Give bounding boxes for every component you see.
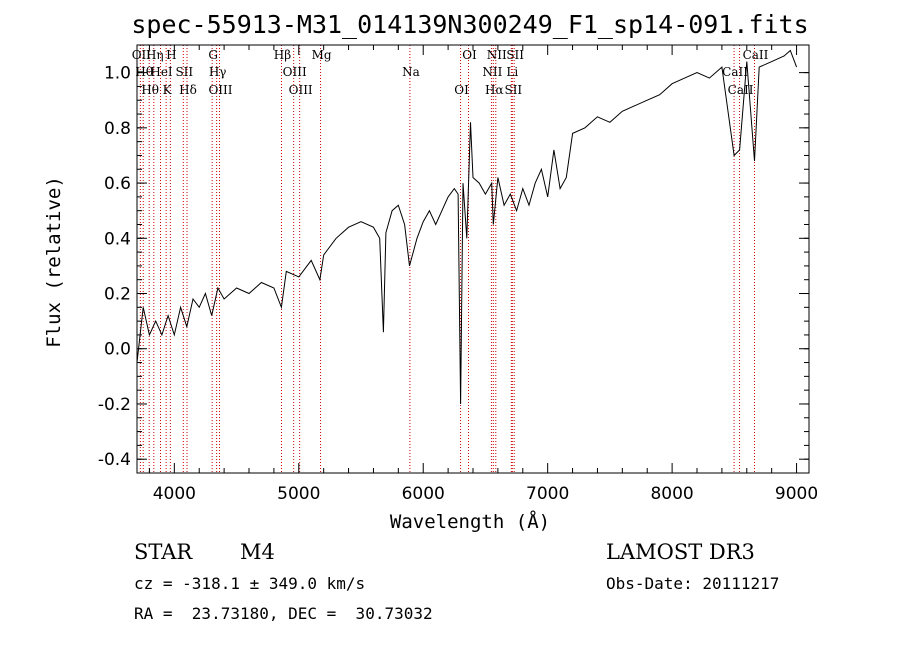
spectral-line-markers bbox=[139, 45, 755, 473]
spectral-line-label: NII bbox=[482, 65, 502, 79]
object-class: STAR bbox=[134, 540, 193, 564]
spectral-line-label: NII bbox=[487, 48, 507, 62]
object-subclass: M4 bbox=[240, 540, 275, 564]
spectral-line-label: K bbox=[163, 83, 173, 97]
y-tick-label: 0.4 bbox=[104, 229, 131, 249]
spectral-line-label: Hθ bbox=[135, 65, 153, 79]
spectral-line-label: CaII bbox=[743, 48, 769, 62]
survey-name: LAMOST DR3 bbox=[606, 540, 755, 564]
spectral-line-label: Li bbox=[506, 65, 518, 79]
y-tick-label: -0.2 bbox=[98, 395, 131, 415]
axis-ticks: 4000 5000 6000 7000 8000 9000 -0.4 -0.2 0.0 0.2 0.… bbox=[98, 45, 818, 504]
obs-date: Obs-Date: 20111217 bbox=[606, 574, 780, 593]
spectral-line-label: OII bbox=[132, 48, 152, 62]
spectrum-series bbox=[136, 49, 798, 405]
x-tick-label: 8000 bbox=[650, 484, 693, 504]
y-tick-label: 1.0 bbox=[104, 64, 131, 84]
y-tick-label: 0.2 bbox=[104, 285, 131, 305]
spectral-line-label: Hα bbox=[485, 83, 504, 97]
spectral-line-label: Hθ bbox=[141, 83, 159, 97]
y-tick-label: 0.6 bbox=[104, 174, 131, 194]
spectral-line-label: Hβ bbox=[274, 48, 291, 62]
x-tick-label: 9000 bbox=[775, 484, 818, 504]
y-tick-label: 0.8 bbox=[104, 119, 131, 139]
y-tick-label: 0.0 bbox=[104, 340, 131, 360]
x-tick-label: 4000 bbox=[153, 484, 196, 504]
spectral-line-label: SII bbox=[175, 65, 193, 79]
spectral-line-label: Hδ bbox=[179, 83, 197, 97]
spectral-line-label: OIII bbox=[283, 65, 307, 79]
spectral-line-label: G bbox=[208, 48, 218, 62]
y-axis-label: Flux (relative) bbox=[43, 176, 65, 348]
x-tick-label: 5000 bbox=[277, 484, 320, 504]
spectral-line-label: OIII bbox=[289, 83, 313, 97]
spectral-line-label: SII bbox=[504, 83, 522, 97]
spectral-line-labels: OII Hθ Hθ Hη HeI K H SII Hδ G Hγ OIII Hβ OIII OIII Mg Na… bbox=[132, 48, 769, 97]
x-tick-label: 6000 bbox=[402, 484, 445, 504]
spectral-line-label: OI bbox=[462, 48, 477, 62]
y-tick-label: -0.4 bbox=[98, 450, 131, 470]
x-axis-label: Wavelength (Å) bbox=[390, 510, 550, 533]
spectral-line-label: SII bbox=[506, 48, 524, 62]
spectral-line-label: Na bbox=[402, 65, 420, 79]
spectral-line-label: HeI bbox=[150, 65, 173, 79]
spectral-line-label: CaII bbox=[722, 65, 748, 79]
spectral-line-label: CaII bbox=[728, 83, 754, 97]
spectral-line-label: Hγ bbox=[209, 65, 227, 79]
x-tick-label: 7000 bbox=[526, 484, 569, 504]
spectral-line-label: Hη bbox=[146, 48, 164, 62]
spectral-line-label: OIII bbox=[208, 83, 232, 97]
spectral-line-label: Mg bbox=[312, 48, 332, 62]
spectral-line-label: H bbox=[166, 48, 176, 62]
plot-frame bbox=[136, 44, 810, 474]
chart-title: spec-55913-M31_014139N300249_F1_sp14-091… bbox=[131, 10, 808, 39]
spectral-line-label: OI bbox=[454, 83, 469, 97]
spectrum-line bbox=[136, 49, 798, 405]
ra-dec: RA = 23.73180, DEC = 30.73032 bbox=[134, 604, 433, 623]
redshift-cz: cz = -318.1 ± 349.0 km/s bbox=[134, 574, 366, 593]
